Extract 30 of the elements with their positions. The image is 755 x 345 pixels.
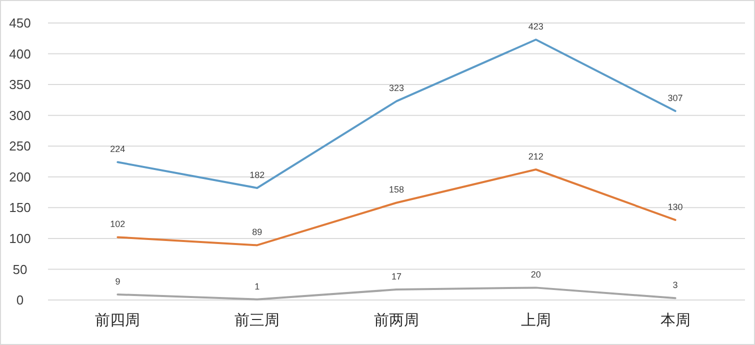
data-label: 423 — [528, 22, 544, 32]
y-tick-label: 0 — [16, 292, 24, 308]
data-label: 9 — [115, 276, 120, 286]
data-label: 1 — [254, 281, 260, 292]
x-tick-label: 前三周 — [234, 311, 280, 329]
data-label: 212 — [528, 152, 544, 162]
y-tick-label: 100 — [9, 230, 31, 246]
data-label: 323 — [388, 83, 404, 94]
data-label: 20 — [530, 270, 541, 280]
y-tick-label: 300 — [9, 108, 31, 123]
data-label: 307 — [668, 93, 683, 104]
data-label: 158 — [388, 184, 404, 195]
y-tick-label: 200 — [9, 169, 31, 184]
y-tick-label: 450 — [9, 16, 31, 31]
y-tick-label: 350 — [9, 77, 31, 92]
data-label: 130 — [668, 202, 683, 212]
x-tick-label: 本周 — [660, 311, 690, 329]
data-label: 3 — [672, 280, 678, 290]
x-tick-label: 前两周 — [374, 311, 419, 329]
data-label: 17 — [391, 272, 402, 282]
y-tick-label: 400 — [9, 46, 31, 62]
y-tick-label: 50 — [12, 262, 28, 277]
y-tick-label: 250 — [9, 138, 31, 154]
x-tick-label: 前四周 — [95, 311, 140, 329]
x-tick-label: 上周 — [520, 311, 551, 329]
data-label: 102 — [110, 219, 126, 230]
data-label: 89 — [252, 227, 262, 238]
y-tick-label: 150 — [9, 200, 31, 216]
data-label: 182 — [250, 170, 265, 180]
data-label: 224 — [110, 144, 126, 154]
